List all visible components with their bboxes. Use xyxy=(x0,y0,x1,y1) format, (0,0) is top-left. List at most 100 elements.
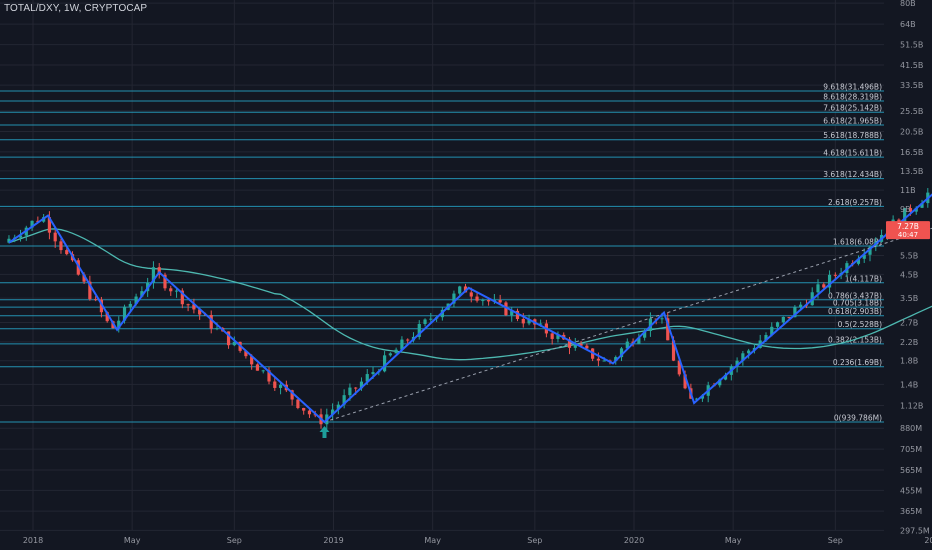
candle-body xyxy=(169,288,173,292)
dashed-trendline xyxy=(324,227,932,423)
x-tick-label: Sep xyxy=(828,536,843,545)
candle-body xyxy=(787,316,791,318)
candle-body xyxy=(903,208,907,225)
candle-body xyxy=(469,292,473,297)
candle-body xyxy=(244,350,248,357)
candle-body xyxy=(186,304,190,306)
candle-body xyxy=(105,312,109,322)
y-tick-label: 5.5B xyxy=(900,251,918,260)
signal-arrows xyxy=(319,425,330,438)
fib-label: 4.618(15.611B) xyxy=(823,149,882,158)
candle-body xyxy=(30,220,34,228)
y-tick-label: 33.5B xyxy=(900,81,923,90)
y-tick-label: 705M xyxy=(900,445,922,454)
x-tick-label: 2020 xyxy=(624,536,644,545)
candle-body xyxy=(602,360,606,362)
fib-label: 6.618(21.965B) xyxy=(823,116,882,125)
candle-body xyxy=(336,404,340,410)
fib-label: 9.618(31.496B) xyxy=(823,83,882,92)
candle-body xyxy=(718,379,722,386)
fib-label: 2.618(9.257B) xyxy=(828,198,882,207)
candle-body xyxy=(741,353,745,361)
candle-body xyxy=(567,339,572,348)
fib-label: 8.618(28.319B) xyxy=(823,93,882,102)
candle-body xyxy=(671,340,676,361)
candle-body xyxy=(215,328,219,330)
candle-body xyxy=(330,409,335,415)
x-tick-label: May xyxy=(124,536,141,545)
y-tick-label: 80B xyxy=(900,0,916,8)
candle-body xyxy=(660,318,664,320)
candle-body xyxy=(637,337,641,344)
zigzag-lines xyxy=(8,193,932,424)
candle-body xyxy=(463,286,468,293)
candle-body xyxy=(417,323,421,337)
candle-body xyxy=(510,310,514,316)
candle-body xyxy=(273,381,277,388)
grid xyxy=(0,0,884,531)
candle-body xyxy=(596,358,601,361)
y-tick-label: 3.5B xyxy=(900,294,918,303)
candle-body xyxy=(816,284,820,293)
candle-body xyxy=(18,235,23,238)
candle-body xyxy=(781,316,785,323)
candle-body xyxy=(868,246,872,255)
candle-body xyxy=(88,281,92,300)
candle-body xyxy=(140,291,144,297)
candle-body xyxy=(822,284,826,288)
candle-body xyxy=(354,387,358,389)
candle-body xyxy=(151,267,156,283)
candle-body xyxy=(481,300,485,302)
x-tick-label: Sep xyxy=(527,536,542,545)
y-tick-label: 13.5B xyxy=(900,167,923,176)
candle-body xyxy=(232,341,236,346)
candle-body xyxy=(47,217,52,233)
y-tick-label: 64B xyxy=(900,20,916,29)
fib-levels: 9.618(31.496B)8.618(28.319B) 7.618(25.142… xyxy=(0,83,884,423)
y-tick-label: 11B xyxy=(900,186,916,195)
candle-body xyxy=(307,410,312,415)
candle-body xyxy=(735,360,739,367)
candle-body xyxy=(82,274,86,282)
fib-label: 1(4.117B) xyxy=(845,274,882,283)
candle-body xyxy=(683,374,687,389)
candle-body xyxy=(255,364,260,371)
y-axis[interactable]: 80B 64B 51.5B 41.5B 33.5B 25.5B 20.5B 16.5B 13.5… xyxy=(900,0,930,535)
candle-body xyxy=(359,381,364,389)
candle-body xyxy=(7,238,11,243)
fib-label: 0.5(2.528B) xyxy=(838,320,882,329)
x-tick-label: May xyxy=(424,536,441,545)
candle-body xyxy=(180,290,184,305)
y-tick-label: 4.5B xyxy=(900,270,918,279)
x-axis[interactable]: 2018MaySep2019MaySep2020MaySep2021MaySep… xyxy=(23,536,932,545)
fib-label: 0.786(3.437B) xyxy=(828,291,882,300)
candle-body xyxy=(920,203,924,208)
fib-label: 1.618(6.08B) xyxy=(833,238,882,247)
candle-body xyxy=(382,355,387,372)
y-tick-label: 880M xyxy=(900,424,922,433)
x-tick-label: 2019 xyxy=(323,536,343,545)
candle-body xyxy=(614,357,618,362)
candle-body xyxy=(556,334,560,339)
candle-body xyxy=(747,350,751,354)
candle-body xyxy=(226,331,231,346)
candle-body xyxy=(296,399,300,408)
fib-label: 0.705(3.18B) xyxy=(833,299,882,308)
candle-body xyxy=(619,348,624,358)
candle-body xyxy=(122,306,127,321)
x-tick-label: 2018 xyxy=(23,536,43,545)
y-tick-label: 365M xyxy=(900,507,922,516)
candle-body xyxy=(388,353,392,356)
moving-average xyxy=(8,228,932,361)
candle-body xyxy=(723,374,728,380)
candle-body xyxy=(348,387,352,396)
candle-body xyxy=(134,296,138,304)
candle-body xyxy=(515,310,520,320)
y-tick-label: 297.5M xyxy=(900,526,930,535)
candle-body xyxy=(700,395,705,399)
candle-body xyxy=(862,254,866,259)
candle-body xyxy=(36,220,40,222)
candle-body xyxy=(117,320,121,329)
